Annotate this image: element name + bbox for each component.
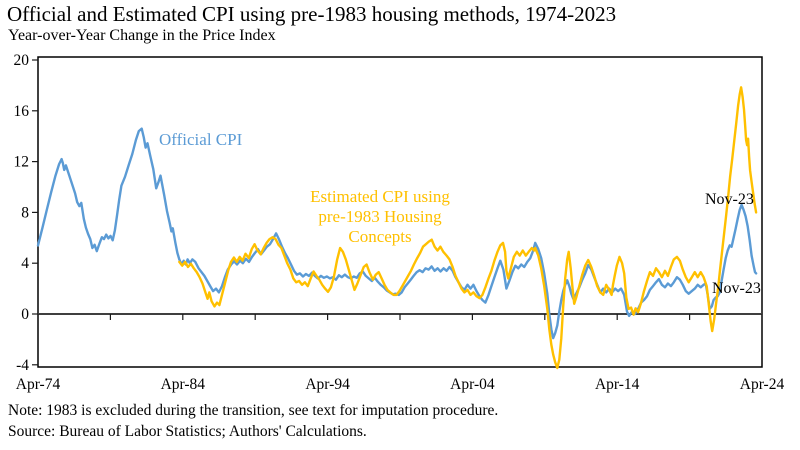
chart-subtitle: Year-over-Year Change in the Price Index xyxy=(8,27,276,44)
y-axis-label: 8 xyxy=(21,204,29,221)
annotation-nov23-estimated: Nov-23 xyxy=(705,191,754,208)
page-title: Official and Estimated CPI using pre-198… xyxy=(7,2,617,26)
series-label-estimated-line3: Concepts xyxy=(348,227,412,246)
series-label-official-cpi: Official CPI xyxy=(159,130,243,149)
x-axis-label: Apr-24 xyxy=(740,376,785,393)
y-axis-label: -4 xyxy=(16,357,29,374)
y-axis-label: 12 xyxy=(14,154,30,171)
y-axis-label: 20 xyxy=(14,52,30,69)
series-label-estimated-line1: Estimated CPI using xyxy=(310,187,450,206)
y-axis-label: 4 xyxy=(21,255,29,272)
x-axis-label: Apr-14 xyxy=(595,376,640,393)
y-axis-label: 16 xyxy=(14,103,30,120)
series-label-estimated-line2: pre-1983 Housing xyxy=(318,207,442,226)
x-axis-label: Apr-04 xyxy=(450,376,495,393)
official-cpi-line xyxy=(36,127,758,340)
x-axis-label: Apr-84 xyxy=(161,376,206,393)
annotation-nov23-official: Nov-23 xyxy=(712,280,761,297)
source-text: Source: Bureau of Labor Statistics; Auth… xyxy=(8,423,367,440)
x-axis-label: Apr-74 xyxy=(16,376,61,393)
x-axis-label: Apr-94 xyxy=(305,376,350,393)
note-text: Note: 1983 is excluded during the transi… xyxy=(8,402,499,419)
y-axis-label: 0 xyxy=(21,306,29,323)
estimated-cpi-line xyxy=(178,86,758,370)
series-label-estimated-cpi: Estimated CPI using pre-1983 Housing Con… xyxy=(293,187,467,247)
